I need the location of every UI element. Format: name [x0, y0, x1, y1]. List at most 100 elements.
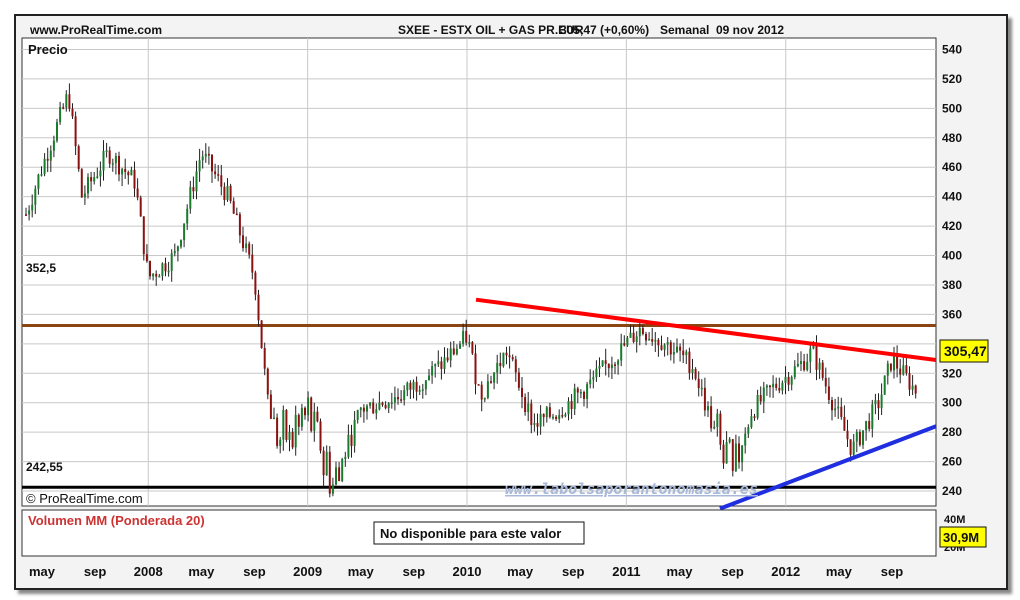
candle-body	[561, 415, 564, 417]
candle-body	[455, 348, 458, 355]
candle-body	[747, 427, 750, 434]
candle-body	[49, 150, 52, 161]
candle-body	[238, 214, 241, 236]
candle-body	[638, 328, 641, 337]
candle-body	[710, 406, 713, 429]
candle-body	[257, 294, 260, 321]
candle-body	[437, 361, 440, 365]
candle-body	[769, 385, 771, 388]
candle-body	[508, 355, 511, 358]
candle-body	[328, 451, 331, 494]
candle-body	[74, 116, 77, 147]
candle-body	[158, 275, 161, 278]
candle-body	[192, 187, 195, 192]
candle-body	[418, 390, 421, 392]
candle-body	[589, 379, 592, 385]
y-tick-label: 240	[942, 484, 962, 498]
candle-body	[155, 273, 158, 277]
candle-body	[322, 450, 325, 476]
candle-body	[731, 439, 734, 471]
candle-body	[530, 403, 533, 425]
candle-body	[195, 171, 198, 192]
candle-body	[248, 243, 251, 255]
candle-body	[865, 421, 868, 431]
candle-body	[124, 168, 127, 173]
candle-body	[161, 263, 164, 276]
resistance-trendline	[475, 297, 937, 363]
candle-body	[660, 345, 663, 350]
candle-body	[353, 419, 356, 446]
candle-body	[263, 347, 266, 369]
candle-body	[527, 403, 530, 413]
candle-body	[167, 270, 170, 273]
candle-body	[77, 146, 80, 170]
candle-body	[393, 397, 396, 403]
candle-body	[787, 376, 790, 385]
candle-body	[862, 430, 864, 445]
candle-body	[62, 107, 65, 109]
candle-body	[641, 328, 644, 334]
header-site[interactable]: www.ProRealTime.com	[29, 23, 162, 37]
x-tick-label: may	[507, 564, 534, 579]
candle-body	[821, 362, 824, 378]
candle-body	[806, 361, 809, 371]
candle-body	[762, 387, 765, 402]
candle-body	[434, 364, 437, 367]
candle-body	[133, 169, 136, 189]
site-link-text[interactable]: www.labolsaporantonomasia.es	[505, 480, 758, 498]
candle-body	[778, 387, 781, 391]
candle-body	[511, 357, 514, 360]
candle-body	[679, 346, 682, 351]
candle-body	[803, 361, 806, 371]
candle-body	[728, 439, 731, 443]
candle-body	[390, 402, 393, 404]
volume-badge-text: 30,9M	[943, 530, 979, 545]
candle-body	[424, 380, 427, 390]
x-tick-label: sep	[243, 564, 265, 579]
candle-body	[521, 387, 523, 398]
candle-body	[443, 357, 446, 369]
x-tick-label: sep	[881, 564, 903, 579]
y-tick-label: 300	[942, 396, 962, 410]
candle-body	[570, 401, 573, 410]
candle-body	[251, 254, 254, 273]
candle-body	[555, 416, 558, 420]
candle-body	[105, 150, 108, 152]
candle-body	[883, 375, 886, 395]
candle-body	[576, 388, 579, 393]
price-panel[interactable]	[21, 37, 937, 507]
candle-body	[269, 394, 272, 419]
y-axis: 2402602803003203403603804004204404604805…	[942, 43, 962, 499]
candle-body	[672, 351, 675, 355]
candle-body	[180, 240, 182, 247]
candle-body	[362, 407, 365, 412]
candle-body	[235, 213, 238, 216]
candle-body	[514, 359, 517, 373]
candle-body	[338, 467, 341, 482]
level-label-lower: 242,55	[26, 460, 63, 474]
candle-body	[840, 406, 843, 418]
candle-body	[682, 350, 685, 356]
x-tick-label: may	[666, 564, 693, 579]
candle-body	[908, 373, 911, 390]
volume-panel-label: Volumen MM (Ponderada 20)	[28, 513, 205, 528]
candle-body	[812, 346, 815, 349]
candle-body	[465, 330, 468, 343]
candle-body	[610, 364, 613, 369]
candle-body	[896, 355, 899, 369]
candle-body	[635, 336, 638, 342]
candle-body	[657, 339, 660, 346]
price-candles	[25, 83, 917, 498]
x-tick-label: may	[29, 564, 56, 579]
candle-body	[663, 344, 666, 350]
candle-body	[285, 410, 288, 440]
x-tick-label: 2012	[771, 564, 800, 579]
candle-body	[366, 405, 368, 412]
candle-body	[889, 363, 892, 371]
x-tick-label: 2009	[293, 564, 322, 579]
candle-body	[586, 384, 589, 400]
candle-body	[102, 151, 105, 171]
candle-body	[139, 197, 142, 217]
volume-message: No disponible para este valor	[380, 526, 561, 541]
candle-body	[592, 377, 595, 380]
